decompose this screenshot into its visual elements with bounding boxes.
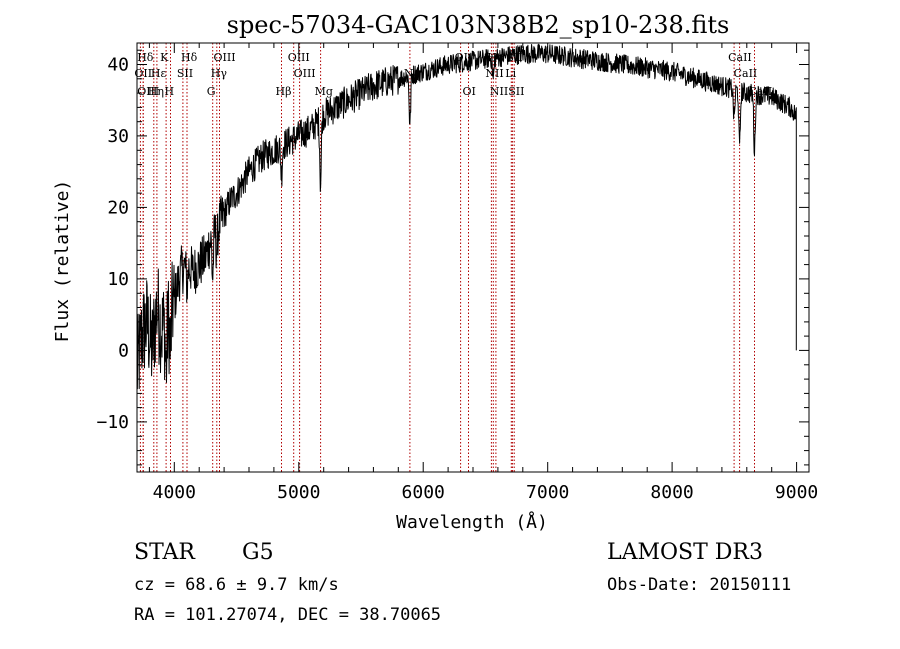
object-class: STAR [134, 540, 196, 565]
redshift-value: cz = 68.6 ± 9.7 km/s [134, 575, 339, 595]
y-tick-label-20: 20 [107, 197, 129, 218]
y-tick-label-10: 10 [107, 269, 129, 290]
line-label-11: G [207, 85, 216, 98]
x-tick-labels: 4000 5000 6000 7000 8000 9000 [153, 482, 819, 503]
line-label-7: SII [177, 67, 193, 80]
y-axis-label: Flux (relative) [52, 180, 73, 343]
x-tick-label-7000: 7000 [526, 482, 569, 503]
line-label-21: NII [490, 85, 508, 98]
chart-title: spec-57034-GAC103N38B2_sp10-238.fits [227, 11, 730, 39]
line-label-5: Hη [148, 85, 164, 98]
line-label-25: CaII [728, 51, 752, 64]
line-label-0: Hδ [137, 51, 154, 64]
line-label-15: Mg [315, 85, 333, 98]
survey-name: LAMOST DR3 [607, 540, 763, 565]
line-label-8: H [165, 85, 175, 98]
x-tick-label-8000: 8000 [650, 482, 693, 503]
line-label-13: OIII [294, 67, 316, 80]
x-tick-label-5000: 5000 [277, 482, 320, 503]
line-label-27: CaII [749, 85, 773, 98]
line-label-6: Hδ [181, 51, 198, 64]
y-tick-label-30: 30 [107, 126, 129, 147]
line-label-16: Na [404, 67, 421, 80]
y-tick-labels: −10 0 10 20 30 40 [96, 55, 129, 433]
line-label-18: OI [463, 85, 476, 98]
line-label-1: OII [134, 67, 152, 80]
line-label-20: NII [485, 67, 503, 80]
x-tick-label-4000: 4000 [153, 482, 196, 503]
line-label-12: OIII [288, 51, 310, 64]
spectrum-series [136, 43, 797, 390]
spectral-lines [139, 43, 755, 472]
coordinates: RA = 101.27074, DEC = 38.70065 [134, 605, 441, 625]
line-label-14: Hβ [276, 85, 292, 98]
line-label-19: Hα [487, 51, 505, 64]
y-tick-label-40: 40 [107, 55, 129, 76]
obs-date: Obs-Date: 20150111 [607, 575, 791, 595]
line-label-10: Hγ [211, 67, 228, 80]
line-label-17: OI [455, 51, 468, 64]
axis-ticks [137, 43, 809, 472]
spectrum-line [136, 43, 797, 390]
line-label-4: Hε [151, 67, 167, 80]
line-label-2: OIII [137, 85, 159, 98]
line-label-9: OIII [214, 51, 236, 64]
line-label-3: K [160, 51, 169, 64]
x-axis-label: Wavelength (Å) [396, 511, 548, 533]
line-label-23: Li [505, 67, 516, 80]
plot-frame [136, 42, 810, 473]
y-tick-label-0: 0 [118, 340, 129, 361]
x-tick-label-6000: 6000 [402, 482, 445, 503]
line-label-24: SII [508, 85, 524, 98]
line-label-26: CaII [734, 67, 758, 80]
x-tick-label-9000: 9000 [775, 482, 818, 503]
y-tick-label--10: −10 [96, 412, 129, 433]
line-label-22: SII [506, 51, 522, 64]
object-subclass: G5 [242, 540, 274, 565]
